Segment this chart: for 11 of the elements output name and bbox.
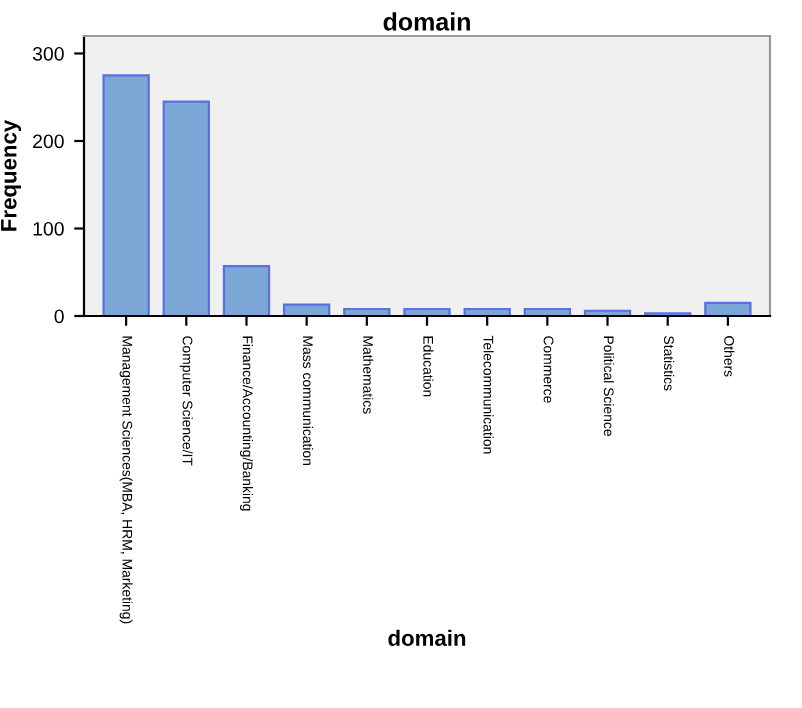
y-tick-label: 200 [33, 134, 64, 149]
bar [102, 74, 150, 316]
y-tick-label: 100 [33, 221, 64, 236]
chart-title: domain [383, 12, 470, 31]
x-axis-title: domain [388, 629, 466, 646]
bar [704, 301, 752, 316]
y-tick-label: 300 [32, 46, 64, 61]
y-tick-label: 0 [54, 309, 64, 324]
bar [162, 100, 210, 316]
y-axis-title: Frequency [1, 119, 22, 231]
bar [222, 265, 271, 316]
